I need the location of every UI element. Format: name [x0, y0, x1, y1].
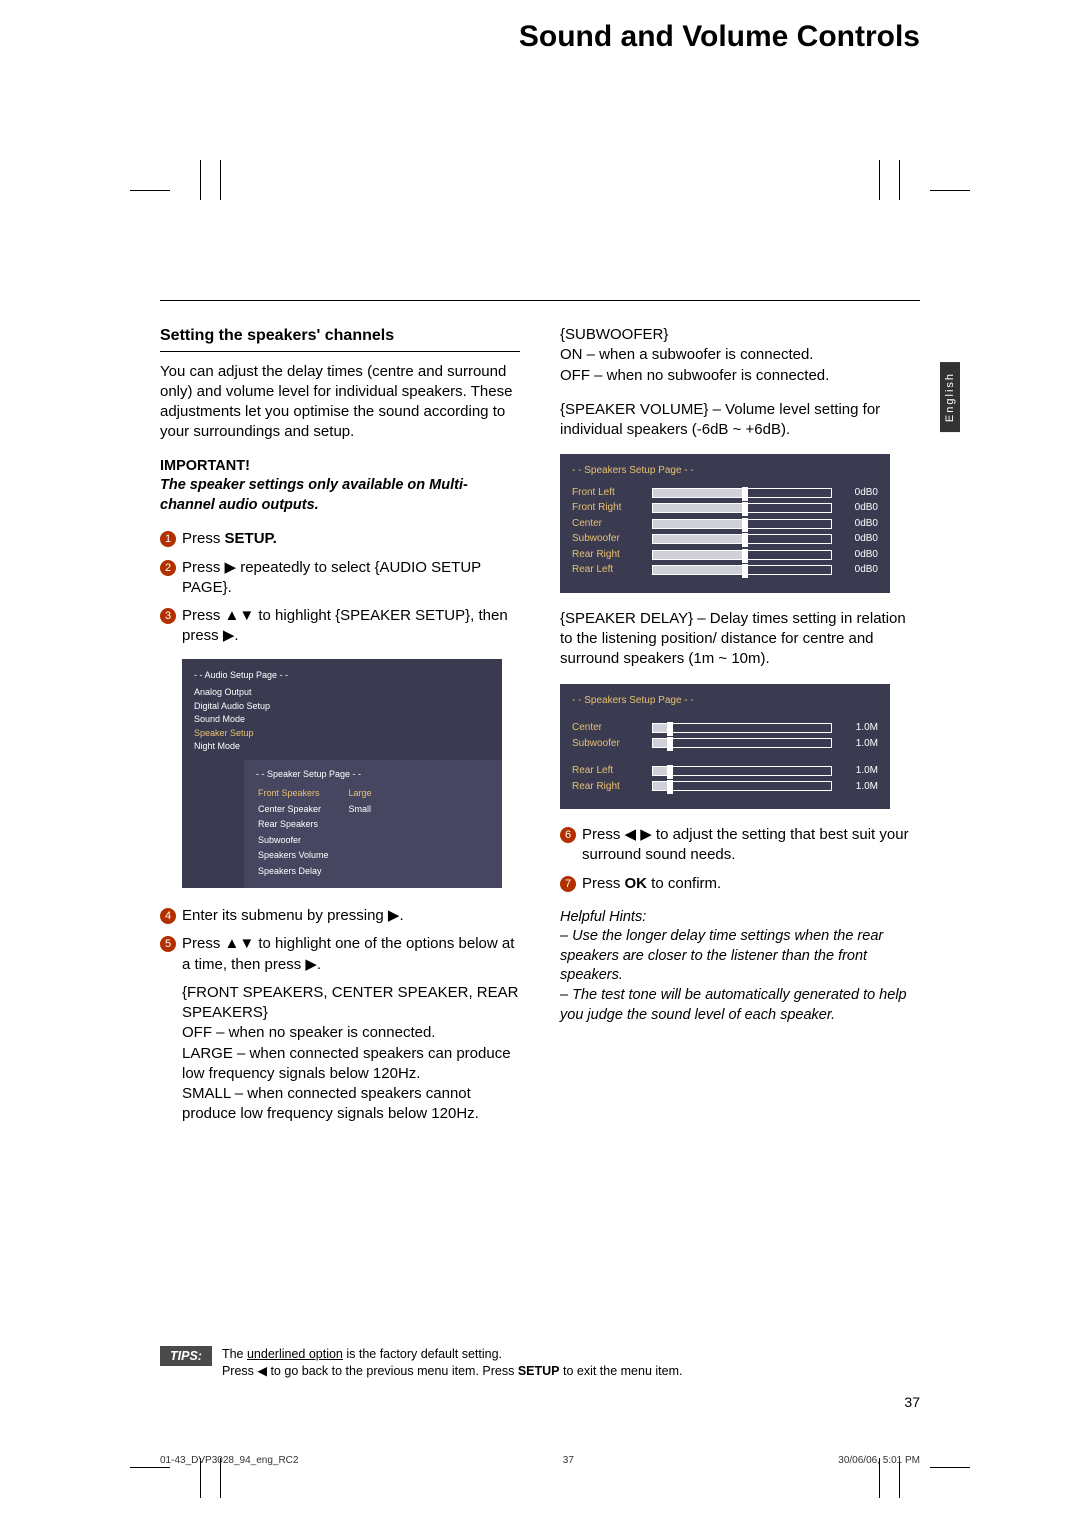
important-label: IMPORTANT! [160, 457, 520, 477]
step-2: 2 Press ▶ repeatedly to select {AUDIO SE… [160, 558, 520, 599]
tips-body: The underlined option is the factory def… [222, 1346, 920, 1380]
hints-label: Helpful Hints: [560, 908, 920, 928]
osd-slider-row: Center1.0M [572, 721, 878, 735]
step-text: Press [182, 530, 225, 547]
step-number: 2 [160, 560, 176, 576]
osd-menu-item: Digital Audio Setup [194, 700, 490, 714]
osd-slider-row: Rear Right1.0M [572, 780, 878, 794]
osd-sub-row: Front SpeakersLarge [258, 787, 372, 801]
step-4: 4 Enter its submenu by pressing ▶. [160, 906, 520, 926]
step-number: 5 [160, 936, 176, 952]
step-3: 3 Press ▲▼ to highlight {SPEAKER SETUP},… [160, 606, 520, 647]
subwoofer-title: {SUBWOOFER} [560, 325, 920, 345]
step-bold: OK [625, 875, 648, 892]
osd-slider-row: Rear Left0dB0 [572, 563, 878, 577]
step-6: 6 Press ◀ ▶ to adjust the setting that b… [560, 825, 920, 866]
footer-right: 30/06/06, 5:01 PM [838, 1455, 920, 1466]
osd-menu-item: Analog Output [194, 686, 490, 700]
hint-1: – Use the longer delay time settings whe… [560, 927, 920, 986]
osd-header: - - Speakers Setup Page - - [572, 464, 878, 478]
front-speakers-body: OFF – when no speaker is connected. LARG… [182, 1023, 520, 1124]
tips-box: TIPS: The underlined option is the facto… [160, 1346, 920, 1380]
tips-bold: SETUP [518, 1364, 560, 1378]
intro-para: You can adjust the delay times (centre a… [160, 362, 520, 443]
step-text: Enter its submenu by pressing ▶. [182, 906, 520, 926]
osd-speakers-delay: - - Speakers Setup Page - - Center1.0M Su… [560, 684, 890, 810]
step-text: Press [582, 875, 625, 892]
step-text: to confirm. [647, 875, 721, 892]
title-rule [160, 300, 920, 301]
osd-menu-item: Night Mode [194, 740, 490, 754]
osd-slider-row: Subwoofer0dB0 [572, 532, 878, 546]
tips-text: The [222, 1347, 247, 1361]
osd-sub-row: Speakers Volume [258, 849, 372, 863]
footer-center: 37 [563, 1455, 574, 1466]
osd-slider-row: Rear Left1.0M [572, 764, 878, 778]
speaker-volume-body: {SPEAKER VOLUME} – Volume level setting … [560, 400, 920, 441]
step-number: 7 [560, 876, 576, 892]
tips-text: Press ◀ to go back to the previous menu … [222, 1364, 518, 1378]
osd-sub-row: Center SpeakerSmall [258, 803, 372, 817]
osd-header: - - Speakers Setup Page - - [572, 694, 878, 708]
footer-left: 01-43_DVP3028_94_eng_RC2 [160, 1455, 298, 1466]
step-number: 6 [560, 827, 576, 843]
subwoofer-body: ON – when a subwoofer is connected. OFF … [560, 345, 920, 386]
step-number: 3 [160, 608, 176, 624]
step-number: 4 [160, 908, 176, 924]
step-text: Press ▲▼ to highlight one of the options… [182, 934, 520, 975]
hint-2: – The test tone will be automatically ge… [560, 986, 920, 1025]
speaker-delay-body: {SPEAKER DELAY} – Delay times setting in… [560, 609, 920, 670]
osd-slider-row: Subwoofer1.0M [572, 737, 878, 751]
osd-sub-row: Subwoofer [258, 834, 372, 848]
footer: 01-43_DVP3028_94_eng_RC2 37 30/06/06, 5:… [160, 1455, 920, 1466]
osd-slider-row: Front Right0dB0 [572, 501, 878, 515]
step-1: 1 Press SETUP. [160, 529, 520, 549]
osd-menu-item: Speaker Setup [194, 727, 490, 741]
osd-sub-row: Rear Speakers [258, 818, 372, 832]
page-title: Sound and Volume Controls [160, 20, 920, 60]
tips-text: to exit the menu item. [560, 1364, 683, 1378]
left-column: Setting the speakers' channels You can a… [160, 325, 520, 1125]
osd-header: - - Audio Setup Page - - [194, 669, 490, 683]
osd-slider-row: Rear Right0dB0 [572, 548, 878, 562]
tips-tag: TIPS: [160, 1346, 212, 1366]
step-7: 7 Press OK to confirm. [560, 874, 920, 894]
right-column: {SUBWOOFER} ON – when a subwoofer is con… [560, 325, 920, 1125]
osd-slider-row: Front Left0dB0 [572, 486, 878, 500]
tips-underline: underlined option [247, 1347, 343, 1361]
front-speakers-title: {FRONT SPEAKERS, CENTER SPEAKER, REAR SP… [182, 983, 520, 1024]
step-5: 5 Press ▲▼ to highlight one of the optio… [160, 934, 520, 975]
page-content: Sound and Volume Controls Setting the sp… [160, 60, 920, 1428]
osd-slider-row: Center0dB0 [572, 517, 878, 531]
step-number: 1 [160, 531, 176, 547]
step-text: Press ▶ repeatedly to select {AUDIO SETU… [182, 558, 520, 599]
tips-text: is the factory default setting. [343, 1347, 502, 1361]
osd-audio-setup: - - Audio Setup Page - - Analog OutputDi… [182, 659, 502, 889]
language-tab: English [940, 362, 960, 432]
osd-menu-item: Sound Mode [194, 713, 490, 727]
osd-sub-header: - - Speaker Setup Page - - [256, 768, 490, 782]
osd-sub-row: Speakers Delay [258, 865, 372, 879]
section-heading: Setting the speakers' channels [160, 325, 520, 352]
step-text: Press ▲▼ to highlight {SPEAKER SETUP}, t… [182, 606, 520, 647]
page-number: 37 [904, 1394, 920, 1410]
step-bold: SETUP. [225, 530, 277, 547]
step-text: Press ◀ ▶ to adjust the setting that bes… [582, 825, 920, 866]
important-text: The speaker settings only available on M… [160, 476, 520, 515]
osd-speaker-setup-sub: - - Speaker Setup Page - - Front Speaker… [244, 760, 502, 889]
osd-speakers-volume: - - Speakers Setup Page - - Front Left0d… [560, 454, 890, 593]
